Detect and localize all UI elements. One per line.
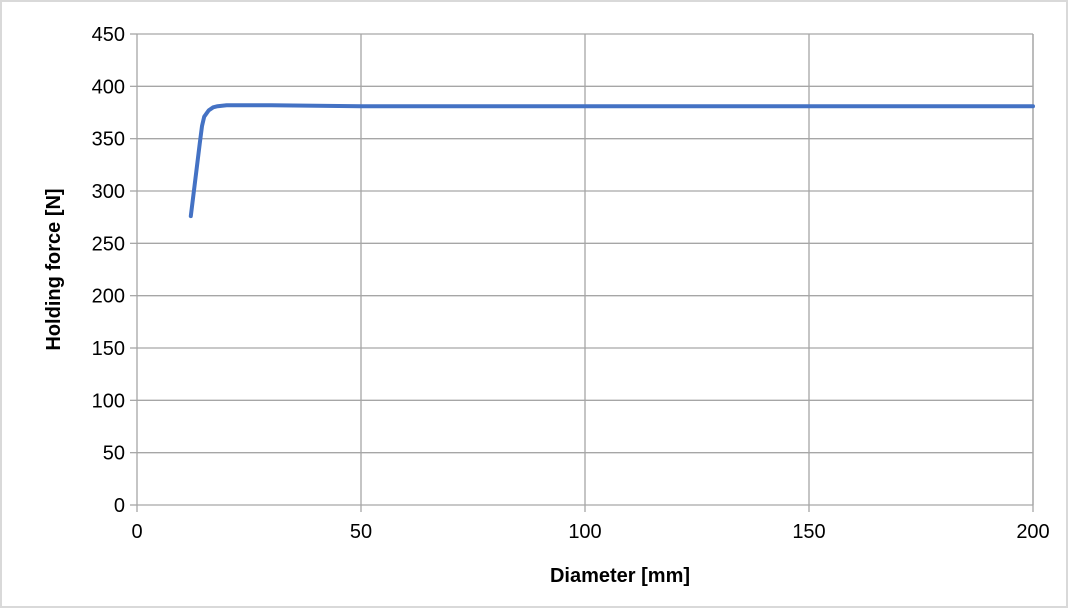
y-tick-label: 200	[92, 286, 125, 308]
y-tick-label: 400	[92, 76, 125, 98]
y-axis-title: Holding force [N]	[43, 188, 65, 350]
series-line	[188, 103, 1035, 219]
axes	[130, 33, 1034, 512]
y-tick-label: 0	[114, 495, 125, 517]
x-tick-label: 200	[1016, 521, 1049, 543]
y-tick-label: 300	[92, 181, 125, 203]
x-tick-label: 150	[792, 521, 825, 543]
x-tick-label: 100	[568, 521, 601, 543]
x-axis-title: Diameter [mm]	[550, 565, 690, 587]
x-tick-labels: 0 50 100 150 200	[131, 521, 1049, 543]
series-layer	[188, 103, 1035, 219]
x-tick-label: 0	[131, 521, 142, 543]
y-tick-labels: 0 50 100 150 200 250 300 350 400 450	[92, 24, 125, 517]
y-tick-label: 50	[103, 443, 125, 465]
y-tick-label: 100	[92, 390, 125, 412]
y-tick-label: 450	[92, 24, 125, 46]
gridlines	[137, 33, 1034, 505]
y-tick-label: 150	[92, 338, 125, 360]
y-tick-label: 350	[92, 129, 125, 151]
x-tick-label: 50	[350, 521, 372, 543]
y-tick-label: 250	[92, 233, 125, 255]
